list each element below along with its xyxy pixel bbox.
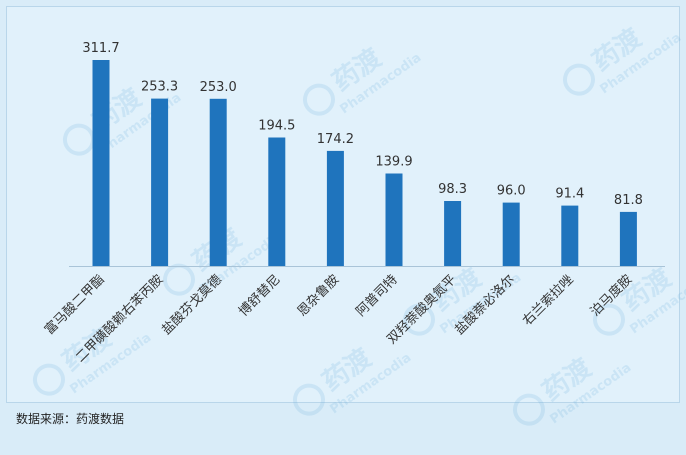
watermark-logo-icon xyxy=(302,83,335,116)
bar-value-label: 253.0 xyxy=(200,80,237,95)
bar-value-label: 96.0 xyxy=(497,184,526,199)
bar xyxy=(619,211,637,266)
bar-value-label: 311.7 xyxy=(82,41,119,56)
watermark-logo-icon xyxy=(402,303,435,336)
watermark-logo-icon xyxy=(292,383,325,416)
watermark-logo-icon xyxy=(32,363,65,396)
bar-value-label: 91.4 xyxy=(555,187,584,202)
bar xyxy=(209,98,227,266)
bar xyxy=(268,137,286,266)
bar-value-label: 98.3 xyxy=(438,182,467,197)
bar xyxy=(561,205,579,266)
bar-value-label: 253.3 xyxy=(141,80,178,95)
category-label: 阿普司特 xyxy=(353,272,400,319)
bar xyxy=(151,98,169,266)
watermark-layer: 药渡Pharmacodia药渡Pharmacodia药渡Pharmacodia药… xyxy=(32,22,686,427)
bar-chart: 药渡Pharmacodia药渡Pharmacodia药渡Pharmacodia药… xyxy=(32,22,686,427)
watermark-logo-icon xyxy=(62,123,95,156)
category-label: 右兰索拉唑 xyxy=(519,272,576,329)
watermark-logo-icon xyxy=(512,393,545,426)
value-labels-group: 311.7 253.3 253.0 194.5 174.2 139.9 98.3 96.0 91… xyxy=(82,41,642,208)
bar xyxy=(502,202,520,266)
bar xyxy=(92,60,110,266)
bar xyxy=(326,150,344,266)
bar xyxy=(385,173,403,266)
bar-value-label: 174.2 xyxy=(317,132,354,147)
category-label: 恩杂鲁胺 xyxy=(295,272,342,319)
category-label: 博舒替尼 xyxy=(236,272,283,319)
bar xyxy=(444,201,462,266)
watermark-logo-icon xyxy=(562,63,595,96)
chart-frame: 药渡Pharmacodia药渡Pharmacodia药渡Pharmacodia药… xyxy=(6,6,686,427)
bars-group xyxy=(92,60,637,266)
bar-value-label: 194.5 xyxy=(258,119,295,134)
bar-value-label: 139.9 xyxy=(375,155,412,170)
data-source-note: 数据来源：药渡数据 xyxy=(16,412,125,426)
watermark-logo-icon xyxy=(162,263,195,296)
watermark-logo-icon xyxy=(592,303,625,336)
bar-value-label: 81.8 xyxy=(614,193,643,208)
